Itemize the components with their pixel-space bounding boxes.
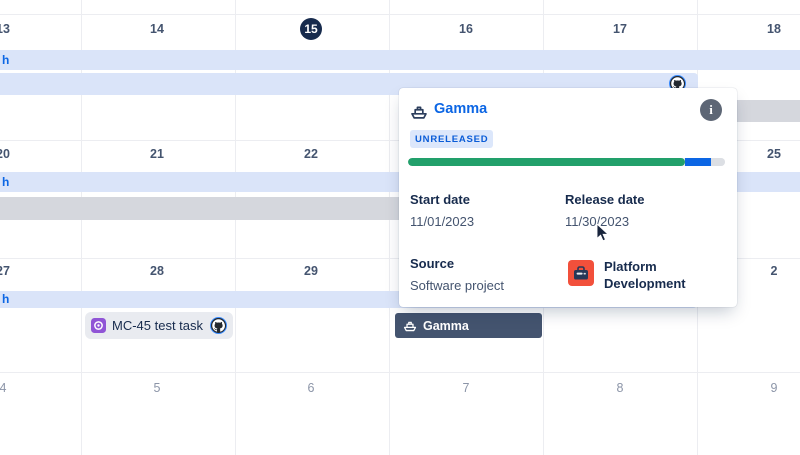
release-date-value: 11/30/2023: [565, 214, 630, 229]
calendar-date: 29: [304, 264, 318, 278]
sprint-band-label: h: [2, 53, 10, 67]
mouse-cursor: [596, 222, 611, 249]
sprint-band[interactable]: h: [0, 50, 800, 70]
info-icon[interactable]: i: [700, 99, 722, 121]
github-avatar: [669, 75, 686, 92]
calendar-date: 2: [770, 264, 778, 278]
sprint-band-label: h: [2, 175, 10, 189]
release-chip-gamma[interactable]: Gamma: [395, 313, 542, 338]
calendar-date: 14: [150, 22, 164, 36]
sprint-band-label: h: [2, 292, 10, 306]
calendar-date: 27: [0, 264, 10, 278]
source-value: Software project: [410, 278, 504, 293]
calendar-date: 7: [462, 381, 470, 395]
calendar-date: 18: [767, 22, 781, 36]
calendar-date: 21: [150, 147, 164, 161]
calendar-date: 8: [616, 381, 624, 395]
calendar-date: 25: [767, 147, 781, 161]
status-badge: UNRELEASED: [410, 130, 494, 148]
release-date-label: Release date: [565, 192, 645, 207]
ship-icon: [403, 319, 417, 333]
ship-icon: [410, 103, 428, 126]
calendar-date: 9: [770, 381, 778, 395]
calendar-date: 28: [150, 264, 164, 278]
calendar-date: 13: [0, 22, 10, 36]
release-chip-label: Gamma: [423, 318, 469, 333]
toolbox-icon: [568, 260, 594, 286]
release-details-popup: Gamma i UNRELEASED Start date 11/01/2023…: [399, 88, 737, 307]
calendar-date: 17: [613, 22, 627, 36]
release-progress-bar: [408, 158, 725, 166]
start-date-value: 11/01/2023: [410, 214, 475, 229]
grid-line: [0, 14, 800, 15]
calendar-date: 5: [153, 381, 161, 395]
release-title-link[interactable]: Gamma: [434, 101, 488, 117]
start-date-label: Start date: [410, 192, 470, 207]
grid-line: [81, 0, 82, 455]
task-icon: [91, 318, 106, 333]
calendar-date: 6: [307, 381, 315, 395]
calendar-date: 22: [304, 147, 318, 161]
source-label: Source: [410, 256, 455, 271]
calendar-date: 4: [0, 381, 7, 395]
progress-segment: [710, 158, 725, 166]
github-avatar: [210, 317, 227, 334]
calendar-date: 20: [0, 147, 10, 161]
issue-chip-mc45[interactable]: MC-45 test task: [85, 312, 233, 339]
issue-chip-label: MC-45 test task: [112, 318, 204, 333]
calendar-date: 16: [459, 22, 473, 36]
progress-segment: [685, 158, 711, 166]
project-name[interactable]: Platform Development: [604, 259, 686, 291]
calendar-date-today: 15: [300, 18, 322, 40]
grid-line: [235, 0, 236, 455]
grid-line: [389, 0, 390, 455]
progress-segment: [408, 158, 686, 166]
grid-line: [0, 372, 800, 373]
